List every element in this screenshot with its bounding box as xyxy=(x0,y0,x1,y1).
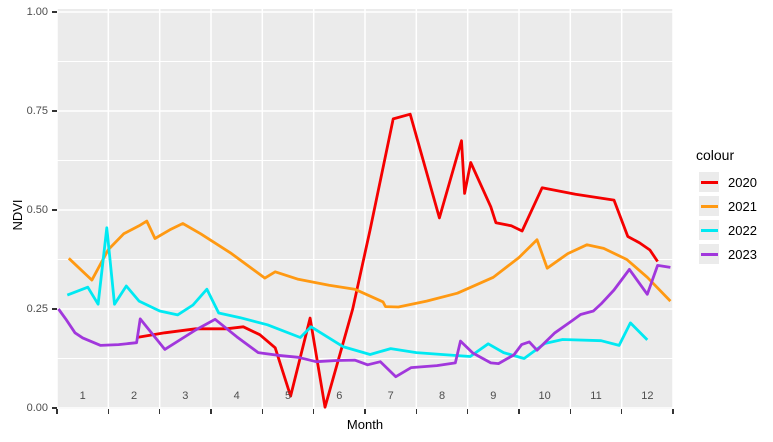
plot-panel: 1 2 3 4 5 6 7 8 9 10 11 12 xyxy=(57,9,673,409)
series-line-2023 xyxy=(57,263,671,379)
x-tick-label-2: 2 xyxy=(130,390,138,402)
legend-key-2022 xyxy=(699,220,719,240)
series-line-2020 xyxy=(136,112,659,409)
x-tick-label-4: 4 xyxy=(233,390,240,402)
plot-svg xyxy=(57,9,673,409)
x-tick-mark xyxy=(672,409,674,414)
y-tick-mark xyxy=(52,110,57,112)
y-tick-mark xyxy=(52,11,57,13)
y-tick-label-1.00: 1.00 xyxy=(26,6,48,18)
x-tick-mark xyxy=(620,409,623,414)
legend-entry-2020: 2020 xyxy=(695,172,757,192)
y-tick-label-0.00: 0.00 xyxy=(26,402,48,414)
y-tick-mark xyxy=(52,209,57,211)
x-tick-label-3: 3 xyxy=(182,390,189,402)
legend-entry-2021: 2021 xyxy=(695,196,757,216)
x-tick-label-9: 9 xyxy=(490,390,497,402)
x-tick-label-10: 10 xyxy=(538,390,551,402)
x-tick-mark xyxy=(158,409,161,414)
x-tick-label-12: 12 xyxy=(641,390,654,402)
x-tick-mark xyxy=(518,409,520,414)
x-axis-title: Month xyxy=(346,417,384,432)
legend-line-swatch xyxy=(700,252,718,256)
x-tick-mark xyxy=(107,409,110,414)
legend-line-swatch xyxy=(700,204,718,208)
x-tick-label-11: 11 xyxy=(590,390,602,402)
x-tick-mark xyxy=(466,409,469,414)
x-tick-label-6: 6 xyxy=(336,390,343,402)
x-tick-label-8: 8 xyxy=(438,390,446,402)
legend-key-2021 xyxy=(699,196,719,216)
x-tick-mark xyxy=(56,409,58,414)
legend-label: 2021 xyxy=(728,198,757,214)
y-tick-label-0.50: 0.50 xyxy=(26,204,48,216)
legend-key-2023 xyxy=(699,244,719,264)
legend-label: 2022 xyxy=(728,222,757,238)
x-tick-mark xyxy=(210,409,212,414)
legend-entries: 2020 2021 2022 2023 xyxy=(695,172,757,264)
legend: colour 2020 2021 2022 2023 xyxy=(695,147,757,268)
y-tick-mark xyxy=(52,308,57,310)
legend-label: 2020 xyxy=(728,174,757,190)
x-tick-mark xyxy=(415,409,418,414)
legend-entry-2022: 2022 xyxy=(695,220,757,240)
x-tick-label-5: 5 xyxy=(284,390,292,402)
y-tick-mark xyxy=(52,407,57,409)
y-tick-label-0.75: 0.75 xyxy=(26,105,48,117)
legend-line-swatch xyxy=(700,180,718,184)
x-tick-mark xyxy=(569,409,572,414)
legend-key-2020 xyxy=(699,172,719,192)
x-tick-label-7: 7 xyxy=(387,390,394,402)
x-tick-mark xyxy=(312,409,315,414)
series-line-2021 xyxy=(67,219,672,309)
legend-line-swatch xyxy=(700,228,718,232)
legend-title: colour xyxy=(696,147,735,163)
x-tick-mark xyxy=(364,409,366,414)
y-tick-label-0.25: 0.25 xyxy=(26,303,48,315)
legend-entry-2023: 2023 xyxy=(695,244,757,264)
legend-label: 2023 xyxy=(728,246,757,262)
x-tick-label-1: 1 xyxy=(79,390,86,402)
x-tick-mark xyxy=(261,409,264,414)
